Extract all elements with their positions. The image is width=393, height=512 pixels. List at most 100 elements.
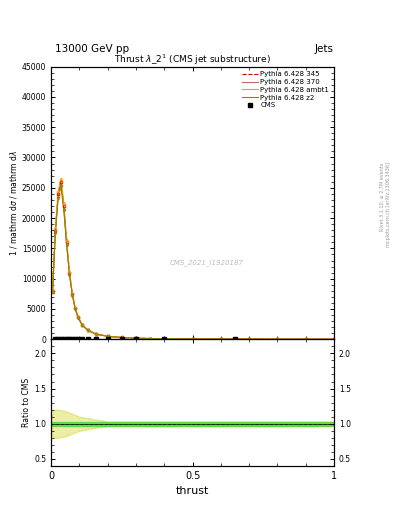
CMS xyxy=(73,336,77,343)
Text: CMS_2021_I1920187: CMS_2021_I1920187 xyxy=(170,260,244,266)
Text: 13000 GeV pp: 13000 GeV pp xyxy=(55,44,129,54)
Pythia 6.428 370 xyxy=(303,336,308,343)
Pythia 6.428 370 xyxy=(148,335,152,342)
CMS xyxy=(59,336,63,343)
Pythia 6.428 370 xyxy=(73,305,77,311)
Text: Rivet 3.1.10, ≥ 2.7M events
mcplots.cern.ch [arXiv:1306.3436]: Rivet 3.1.10, ≥ 2.7M events mcplots.cern… xyxy=(380,162,391,247)
Pythia 6.428 ambt1 xyxy=(162,336,167,342)
Pythia 6.428 z2 xyxy=(75,314,80,321)
Pythia 6.428 370 xyxy=(70,292,75,298)
Pythia 6.428 ambt1 xyxy=(94,331,99,337)
Pythia 6.428 345 xyxy=(105,333,110,339)
Pythia 6.428 345 xyxy=(303,336,308,343)
CMS xyxy=(119,336,124,343)
Title: Thrust $\lambda\_2^1$ (CMS jet substructure): Thrust $\lambda\_2^1$ (CMS jet substruct… xyxy=(114,52,271,67)
Pythia 6.428 ambt1 xyxy=(73,304,77,310)
Pythia 6.428 ambt1 xyxy=(148,335,152,342)
Text: Jets: Jets xyxy=(315,44,334,54)
Pythia 6.428 z2 xyxy=(303,336,308,343)
CMS xyxy=(75,336,80,343)
X-axis label: thrust: thrust xyxy=(176,486,209,496)
Pythia 6.428 z2 xyxy=(190,336,195,342)
Pythia 6.428 ambt1 xyxy=(59,176,63,182)
Pythia 6.428 ambt1 xyxy=(134,335,138,341)
Pythia 6.428 370 xyxy=(332,336,336,343)
Pythia 6.428 370 xyxy=(64,241,69,247)
CMS xyxy=(80,336,84,343)
Pythia 6.428 z2 xyxy=(119,334,124,340)
Pythia 6.428 345 xyxy=(233,336,237,342)
Pythia 6.428 z2 xyxy=(233,336,237,342)
Pythia 6.428 370 xyxy=(59,182,63,188)
Pythia 6.428 345 xyxy=(70,291,75,297)
CMS xyxy=(64,336,69,343)
Pythia 6.428 345 xyxy=(134,335,138,341)
CMS xyxy=(134,336,138,343)
Pythia 6.428 345 xyxy=(219,336,223,342)
Pythia 6.428 z2 xyxy=(105,333,110,339)
Pythia 6.428 370 xyxy=(275,336,280,343)
Pythia 6.428 z2 xyxy=(73,306,77,312)
Pythia 6.428 ambt1 xyxy=(233,336,237,342)
Pythia 6.428 345 xyxy=(94,331,99,337)
Pythia 6.428 ambt1 xyxy=(105,333,110,339)
Pythia 6.428 z2 xyxy=(64,242,69,248)
Pythia 6.428 345 xyxy=(50,288,55,294)
Pythia 6.428 ambt1 xyxy=(332,336,336,343)
Pythia 6.428 ambt1 xyxy=(80,322,84,328)
Pythia 6.428 345 xyxy=(86,327,90,333)
CMS xyxy=(233,336,237,342)
CMS xyxy=(94,336,99,343)
Pythia 6.428 345 xyxy=(148,335,152,342)
Pythia 6.428 z2 xyxy=(59,183,63,189)
Pythia 6.428 345 xyxy=(53,227,58,233)
Y-axis label: Ratio to CMS: Ratio to CMS xyxy=(22,378,31,427)
CMS xyxy=(86,336,90,343)
Pythia 6.428 ambt1 xyxy=(119,334,124,340)
Pythia 6.428 370 xyxy=(233,336,237,342)
Pythia 6.428 370 xyxy=(190,336,195,342)
Pythia 6.428 z2 xyxy=(275,336,280,343)
Pythia 6.428 370 xyxy=(61,205,66,211)
Pythia 6.428 ambt1 xyxy=(219,336,223,342)
Pythia 6.428 z2 xyxy=(80,322,84,328)
Pythia 6.428 370 xyxy=(119,334,124,340)
Pythia 6.428 z2 xyxy=(56,195,61,201)
Pythia 6.428 z2 xyxy=(86,327,90,333)
Pythia 6.428 ambt1 xyxy=(67,268,72,274)
Pythia 6.428 345 xyxy=(64,239,69,245)
Pythia 6.428 z2 xyxy=(134,335,138,342)
Pythia 6.428 ambt1 xyxy=(75,313,80,319)
Pythia 6.428 345 xyxy=(275,336,280,343)
Pythia 6.428 370 xyxy=(56,194,61,200)
Pythia 6.428 345 xyxy=(75,314,80,320)
Pythia 6.428 ambt1 xyxy=(64,237,69,243)
Pythia 6.428 370 xyxy=(80,322,84,328)
Pythia 6.428 345 xyxy=(162,336,167,342)
Legend: Pythia 6.428 345, Pythia 6.428 370, Pythia 6.428 ambt1, Pythia 6.428 z2, CMS: Pythia 6.428 345, Pythia 6.428 370, Pyth… xyxy=(241,70,331,110)
Pythia 6.428 z2 xyxy=(67,271,72,278)
Line: Pythia 6.428 370: Pythia 6.428 370 xyxy=(53,185,334,339)
Pythia 6.428 345 xyxy=(119,334,124,340)
Pythia 6.428 ambt1 xyxy=(50,287,55,293)
CMS xyxy=(70,336,75,343)
CMS xyxy=(56,336,61,343)
Pythia 6.428 370 xyxy=(219,336,223,342)
CMS xyxy=(53,336,58,343)
Pythia 6.428 370 xyxy=(162,336,167,342)
Pythia 6.428 370 xyxy=(67,271,72,277)
CMS xyxy=(61,336,66,343)
Pythia 6.428 345 xyxy=(59,179,63,185)
Pythia 6.428 z2 xyxy=(70,292,75,298)
Pythia 6.428 345 xyxy=(67,269,72,275)
Pythia 6.428 370 xyxy=(53,229,58,236)
Pythia 6.428 z2 xyxy=(148,335,152,342)
Pythia 6.428 370 xyxy=(247,336,252,342)
Pythia 6.428 370 xyxy=(75,314,80,321)
Pythia 6.428 z2 xyxy=(162,336,167,342)
Pythia 6.428 z2 xyxy=(50,289,55,295)
Line: Pythia 6.428 345: Pythia 6.428 345 xyxy=(53,182,334,339)
Pythia 6.428 345 xyxy=(61,203,66,209)
Line: Pythia 6.428 ambt1: Pythia 6.428 ambt1 xyxy=(53,179,334,339)
Pythia 6.428 ambt1 xyxy=(61,200,66,206)
